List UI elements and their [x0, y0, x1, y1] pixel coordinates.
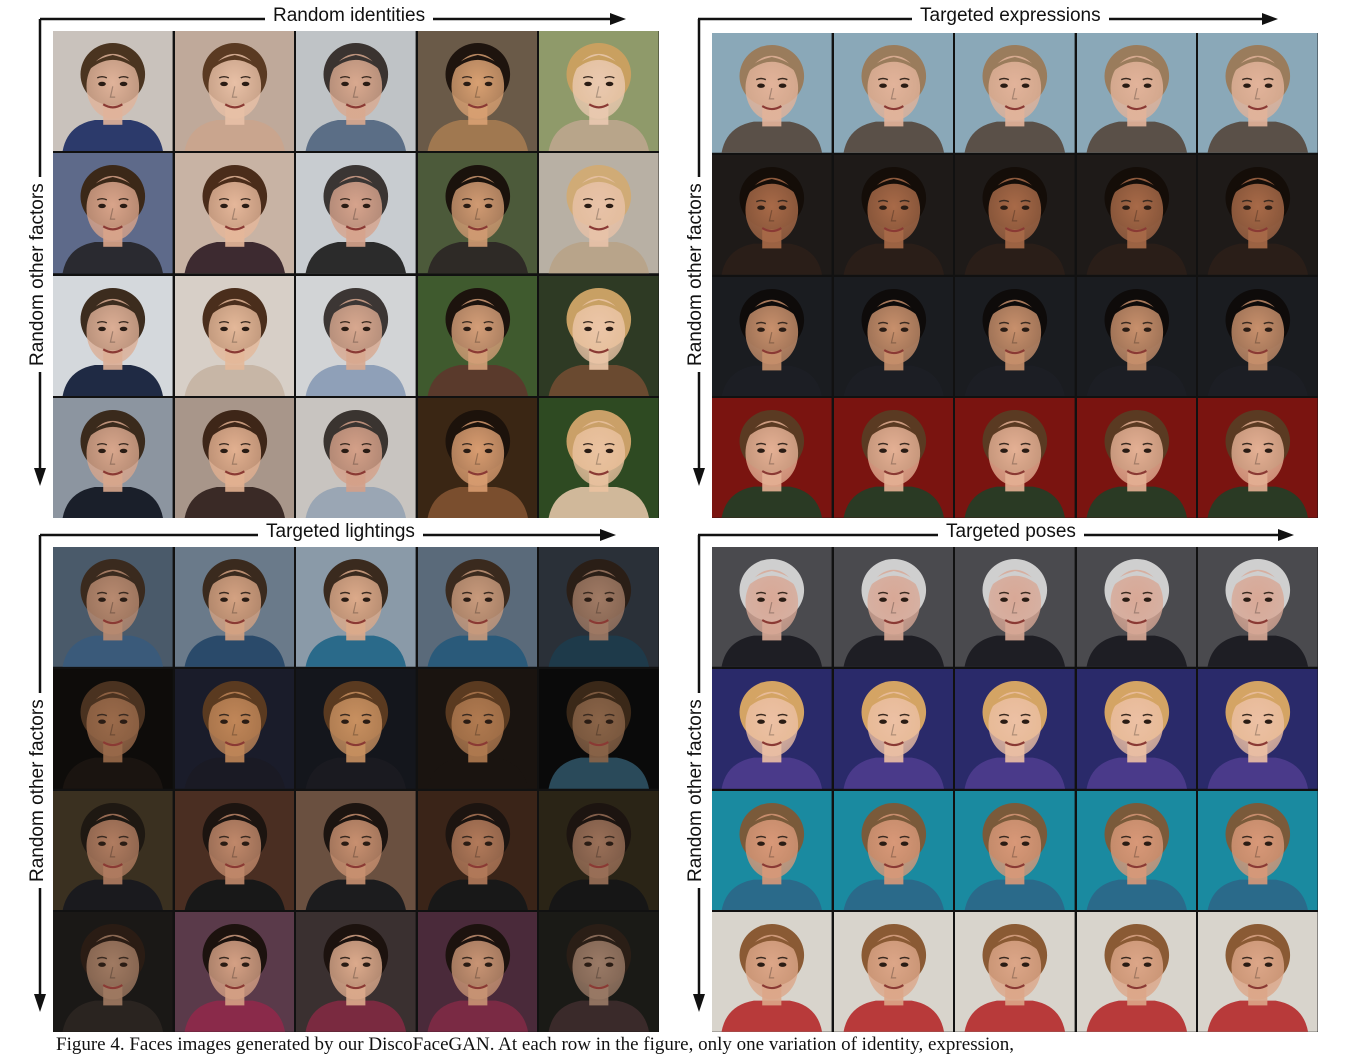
face-image: [53, 153, 173, 274]
face-image: [174, 668, 295, 789]
face-image: [296, 547, 416, 667]
face-image: [53, 547, 173, 667]
face-image: [296, 397, 416, 518]
face-image: [539, 153, 659, 274]
face-image: [174, 275, 295, 396]
face-image: [833, 912, 954, 1032]
face-image: [296, 790, 416, 911]
face-image: [53, 668, 173, 789]
face-image: [53, 31, 173, 152]
face-image: [833, 154, 954, 275]
face-image: [1076, 790, 1197, 911]
face-image: [1198, 33, 1318, 153]
face-image: [712, 547, 832, 667]
face-image: [296, 668, 416, 789]
panel-random-identities: Random identities Random other factors: [0, 0, 680, 525]
face-image: [1198, 154, 1318, 275]
face-image: [539, 912, 659, 1032]
top-label: Targeted expressions: [912, 6, 1109, 26]
face-image: [712, 33, 832, 153]
face-image: [417, 31, 538, 152]
face-image: [955, 276, 1075, 397]
face-image: [955, 790, 1075, 911]
face-image: [833, 668, 954, 789]
face-image: [1198, 668, 1318, 789]
face-image: [539, 790, 659, 911]
face-image: [833, 547, 954, 667]
face-image: [174, 547, 295, 667]
face-image: [539, 397, 659, 518]
face-image: [1198, 547, 1318, 667]
face-image: [53, 912, 173, 1032]
face-image: [1198, 790, 1318, 911]
panel-targeted-expressions: Targeted expressions Random other factor…: [680, 0, 1364, 525]
face-image: [417, 153, 538, 274]
figure-caption: Figure 4. Faces images generated by our …: [56, 1034, 1015, 1055]
face-image: [53, 397, 173, 518]
face-image: [1198, 398, 1318, 518]
face-image: [174, 397, 295, 518]
panel-targeted-poses: Targeted poses Random other factors: [680, 516, 1364, 1036]
top-label: Random identities: [265, 6, 434, 26]
face-grid: [712, 33, 1318, 518]
face-image: [296, 275, 416, 396]
face-image: [174, 153, 295, 274]
face-image: [712, 668, 832, 789]
face-image: [833, 790, 954, 911]
face-image: [417, 668, 538, 789]
face-image: [1076, 154, 1197, 275]
face-image: [1076, 398, 1197, 518]
side-label: Random other factors: [685, 177, 706, 372]
face-image: [539, 31, 659, 152]
face-image: [53, 275, 173, 396]
side-label: Random other factors: [27, 177, 48, 372]
face-image: [712, 790, 832, 911]
side-label: Random other factors: [685, 693, 706, 888]
face-image: [712, 398, 832, 518]
face-image: [539, 275, 659, 396]
panel-targeted-lightings: Targeted lightings Random other factors: [0, 516, 680, 1036]
face-image: [833, 398, 954, 518]
face-image: [955, 154, 1075, 275]
face-image: [955, 398, 1075, 518]
face-image: [955, 668, 1075, 789]
side-label: Random other factors: [27, 693, 48, 888]
face-image: [417, 547, 538, 667]
face-grid: [53, 547, 659, 1032]
face-image: [712, 276, 832, 397]
face-image: [417, 912, 538, 1032]
face-image: [833, 33, 954, 153]
face-image: [296, 153, 416, 274]
face-image: [1076, 33, 1197, 153]
top-label: Targeted poses: [938, 522, 1084, 542]
face-image: [53, 790, 173, 911]
face-image: [1198, 912, 1318, 1032]
face-image: [1076, 276, 1197, 397]
face-image: [833, 276, 954, 397]
face-image: [712, 154, 832, 275]
face-image: [417, 790, 538, 911]
face-image: [955, 547, 1075, 667]
face-image: [539, 547, 659, 667]
face-image: [1076, 668, 1197, 789]
face-grid: [712, 547, 1318, 1032]
face-image: [296, 31, 416, 152]
face-image: [1198, 276, 1318, 397]
face-image: [955, 33, 1075, 153]
face-grid: [53, 31, 659, 518]
face-image: [174, 31, 295, 152]
face-image: [539, 668, 659, 789]
face-image: [712, 912, 832, 1032]
face-image: [296, 912, 416, 1032]
face-image: [174, 790, 295, 911]
face-image: [174, 912, 295, 1032]
face-image: [1076, 547, 1197, 667]
face-image: [417, 397, 538, 518]
face-image: [1076, 912, 1197, 1032]
face-image: [417, 275, 538, 396]
top-label: Targeted lightings: [258, 522, 423, 542]
face-image: [955, 912, 1075, 1032]
